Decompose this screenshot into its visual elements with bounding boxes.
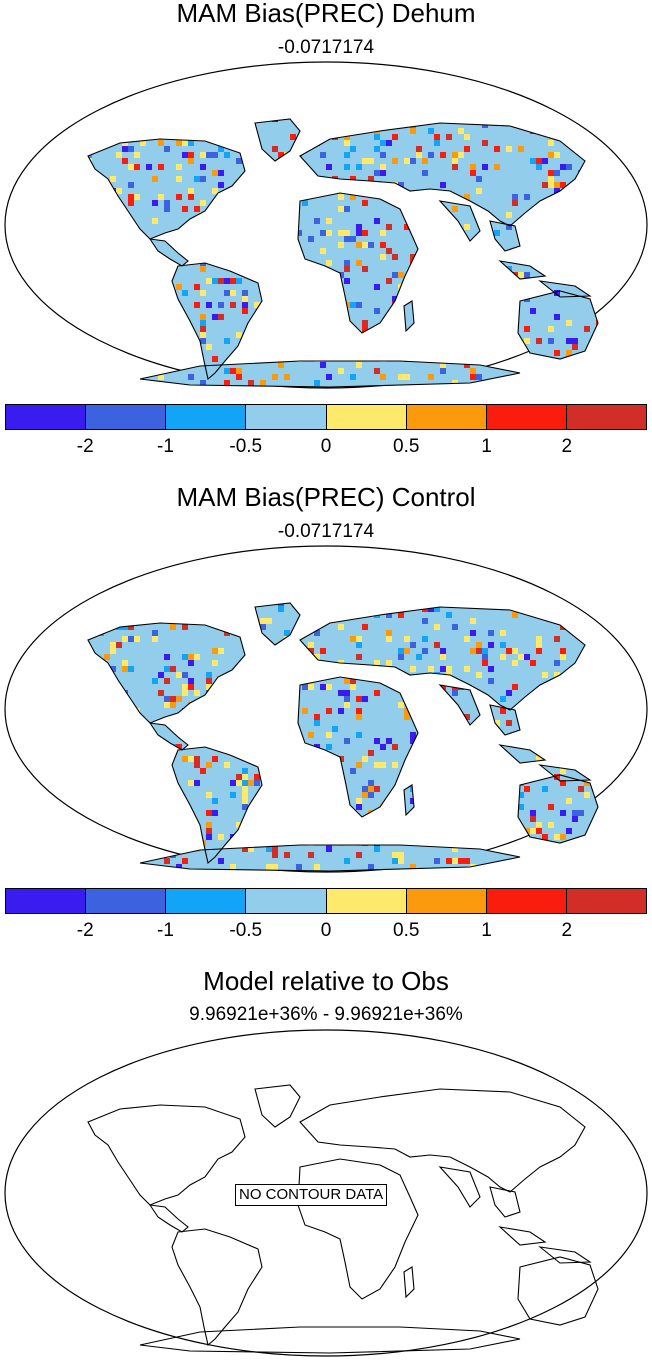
coastline [489,220,521,252]
colorbar-tick-label: -2 [76,920,94,941]
coastline [438,684,481,726]
colorbar-segment [246,889,327,913]
colorbar-segment [326,405,407,429]
coastline [498,1226,547,1246]
colorbar-tick-label: 2 [561,920,573,941]
coastline [403,1266,415,1299]
coastline [517,290,599,360]
colorbar-segment [566,405,646,429]
colorbar-tick-label: 0 [320,920,332,941]
colorbar-tick-label: -0.5 [229,436,263,457]
colorbar-2-labels: -2 -1 -0.5 0 0.5 1 2 [0,920,652,944]
colorbar-tick-label: 2 [561,436,573,457]
colorbar-tick-label: -1 [157,920,174,941]
coastline [297,1158,419,1300]
colorbar-tick-label: -1 [157,436,174,457]
coastline [438,200,481,242]
colorbar-tick-label: 1 [481,920,492,941]
colorbar-segment [6,405,87,429]
coastline [148,238,189,267]
coastline [171,262,263,381]
coastline [297,676,419,818]
map-panel-2 [4,545,648,873]
colorbar-segment [166,889,247,913]
colorbar-segment [166,405,247,429]
coastline [517,774,599,844]
coastline [403,784,415,817]
coastline [87,138,246,240]
panel-2-subtitle: -0.0717174 [277,521,375,542]
coastline [538,764,592,782]
colorbar-tick-label: 0.5 [393,436,420,457]
panel-2-title: MAM Bias(PREC) Control [176,482,476,512]
no-contour-data-label: NO CONTOUR DATA [235,1184,388,1206]
colorbar-1 [5,404,647,430]
colorbar-tick-label: 0 [320,436,332,457]
colorbar-1-labels: -2 -1 -0.5 0 0.5 1 2 [0,436,652,460]
colorbar-segment [326,889,407,913]
colorbar-tick-label: -2 [76,436,94,457]
colorbar-segment [246,405,327,429]
map-panel-1 [4,61,648,389]
coastline [148,1204,189,1233]
coastline [87,1104,246,1206]
coastline [489,704,521,736]
coastline [517,1256,599,1326]
colorbar-segment [406,405,487,429]
coastline [538,280,592,298]
colorbar-segment [486,405,567,429]
coastline [489,1186,521,1218]
colorbar-segment [86,405,167,429]
coastline [139,1326,521,1354]
coastline [299,1088,586,1193]
coastline [139,844,521,872]
colorbar-tick-label: -0.5 [229,920,263,941]
coastline [498,744,547,764]
colorbar-segment [566,889,646,913]
colorbar-segment [6,889,87,913]
coastlines [87,1084,599,1354]
coastline [171,746,263,865]
panel-1-subtitle: -0.0717174 [277,37,375,58]
colorbar-segment [406,889,487,913]
colorbar-tick-label: 0.5 [393,920,420,941]
coastline [139,360,521,388]
colorbar-segment [86,889,167,913]
coastline [254,602,301,646]
coastline [148,722,189,751]
coastline [538,1246,592,1264]
coastline [254,1084,301,1128]
colorbar-tick-label: 1 [481,436,492,457]
coastline [254,118,301,162]
coastline [171,1228,263,1347]
coastline [87,622,246,724]
coastline [299,606,586,711]
coastline [297,192,419,334]
colorbar-2 [5,888,647,914]
coastline [299,122,586,227]
panel-3-subtitle: 9.96921e+36% - 9.96921e+36% [189,1004,463,1025]
coastline [438,1166,481,1208]
panel-1-title: MAM Bias(PREC) Dehum [176,0,476,28]
coastline [498,260,547,280]
colorbar-segment [486,889,567,913]
panel-3-title: Model relative to Obs [203,966,449,996]
coastline [403,300,415,333]
